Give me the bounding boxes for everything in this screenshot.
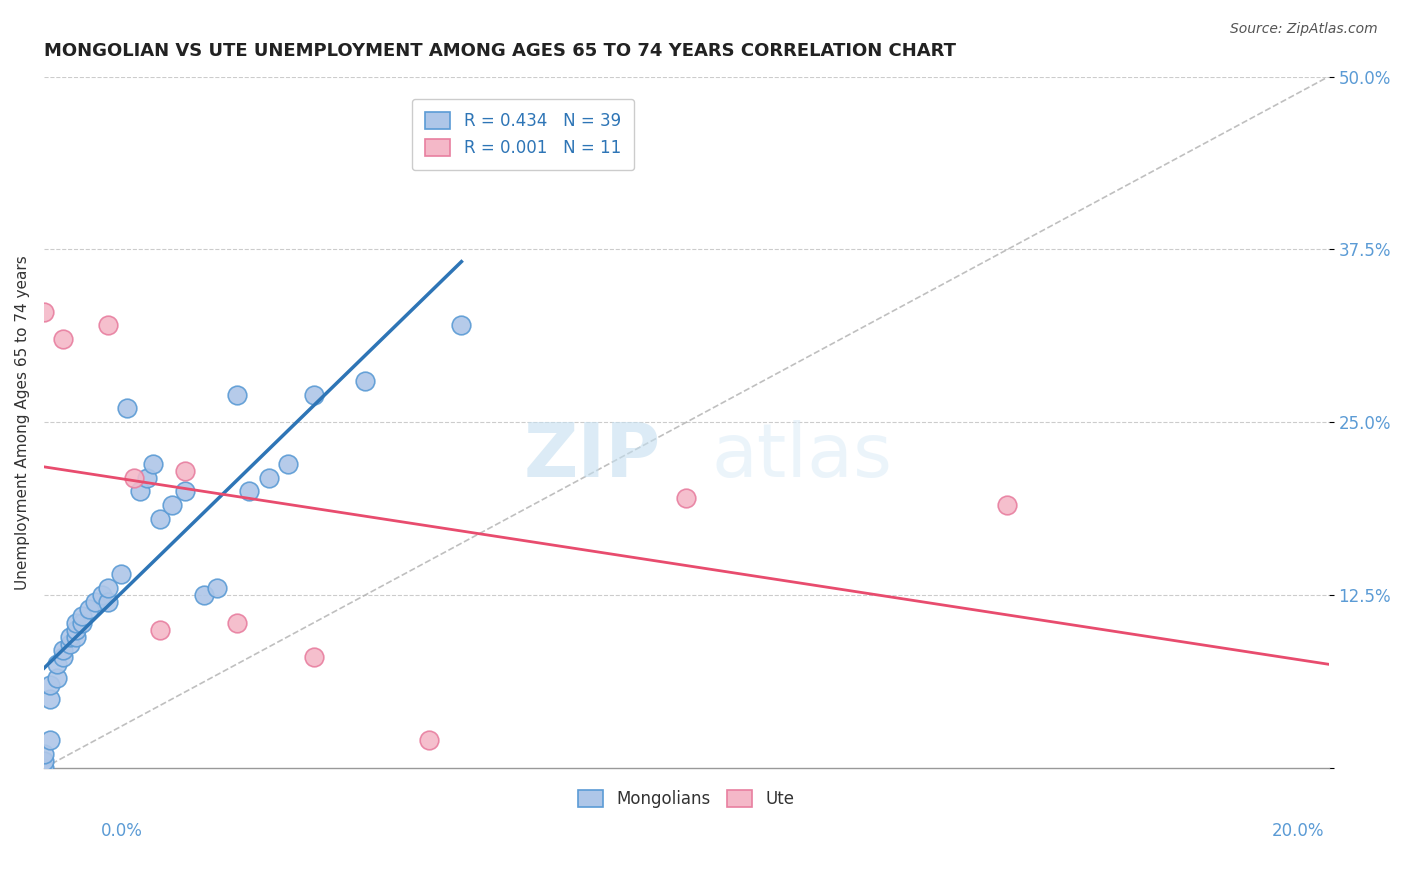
Point [174, 464, 197, 478]
Y-axis label: Unemployment Among Ages 65 to 74 years: Unemployment Among Ages 65 to 74 years [15, 255, 30, 590]
Point [148, 623, 170, 637]
Point [142, 457, 165, 471]
Point [65, 615, 87, 630]
Point [302, 387, 325, 401]
Point [302, 650, 325, 665]
Point [257, 470, 280, 484]
Point [277, 457, 299, 471]
Point [122, 470, 145, 484]
Point [129, 484, 152, 499]
Point [997, 498, 1019, 512]
Point [72, 615, 94, 630]
Point [354, 374, 377, 388]
Point [52, 332, 75, 346]
Point [39, 691, 62, 706]
Point [65, 630, 87, 644]
Point [193, 588, 215, 602]
Point [110, 567, 132, 582]
Text: atlas: atlas [711, 420, 893, 493]
Point [32, 747, 55, 761]
Text: 20.0%: 20.0% [1272, 822, 1324, 840]
Text: MONGOLIAN VS UTE UNEMPLOYMENT AMONG AGES 65 TO 74 YEARS CORRELATION CHART: MONGOLIAN VS UTE UNEMPLOYMENT AMONG AGES… [44, 42, 956, 60]
Point [97, 595, 120, 609]
Point [58, 630, 80, 644]
Point [72, 608, 94, 623]
Point [52, 650, 75, 665]
Point [162, 498, 184, 512]
Point [32, 304, 55, 318]
Point [90, 588, 112, 602]
Point [97, 581, 120, 595]
Point [418, 733, 440, 747]
Point [225, 615, 247, 630]
Point [77, 602, 100, 616]
Point [58, 636, 80, 650]
Point [225, 387, 247, 401]
Point [84, 595, 107, 609]
Point [52, 643, 75, 657]
Text: 0.0%: 0.0% [101, 822, 143, 840]
Point [39, 678, 62, 692]
Point [117, 401, 139, 416]
Point [65, 623, 87, 637]
Point [32, 761, 55, 775]
Point [174, 484, 197, 499]
Legend: Mongolians, Ute: Mongolians, Ute [571, 783, 801, 815]
Point [675, 491, 697, 506]
Point [135, 470, 157, 484]
Point [45, 671, 67, 685]
Point [207, 581, 229, 595]
Text: ZIP: ZIP [523, 420, 661, 493]
Point [45, 657, 67, 672]
Point [450, 318, 472, 333]
Point [238, 484, 260, 499]
Point [148, 512, 170, 526]
Text: Source: ZipAtlas.com: Source: ZipAtlas.com [1230, 22, 1378, 37]
Point [32, 754, 55, 768]
Point [39, 733, 62, 747]
Point [97, 318, 120, 333]
